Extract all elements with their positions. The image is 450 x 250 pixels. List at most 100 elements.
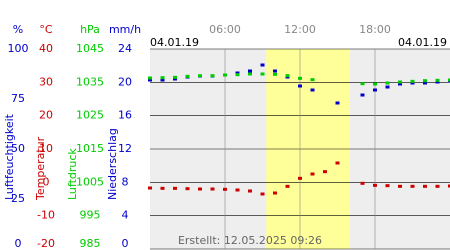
y-tick-label: 12 [118, 142, 132, 155]
data-point [198, 74, 202, 78]
data-point [185, 187, 190, 191]
data-point [423, 81, 427, 85]
data-point [148, 78, 152, 82]
data-point [373, 183, 377, 187]
y-tick-label: 40 [39, 42, 53, 55]
data-point [335, 161, 340, 165]
data-point [435, 80, 440, 84]
y-tick-label: 1035 [76, 75, 104, 88]
y-tick-label: 100 [8, 42, 29, 55]
axis-unit: °C [39, 23, 53, 36]
data-point [298, 176, 302, 180]
data-point [210, 74, 215, 78]
y-tick-label: 10 [39, 142, 53, 155]
data-point [310, 88, 315, 92]
data-point [310, 172, 315, 176]
data-point [248, 72, 252, 76]
axis-title: Temperatur [34, 136, 47, 201]
axis-unit: mm/h [109, 23, 141, 36]
y-tick-label: -10 [37, 209, 55, 222]
y-tick-label: 20 [118, 75, 132, 88]
y-tick-label: -20 [37, 237, 55, 250]
data-point [373, 88, 377, 92]
data-point [298, 84, 302, 88]
data-point [223, 73, 227, 77]
data-point [410, 79, 415, 83]
x-tick-label: 12:00 [284, 23, 316, 36]
data-point [448, 184, 450, 188]
axis-title: Niederschlag [106, 128, 119, 200]
y-tick-label: 0 [122, 237, 129, 250]
axis-title: Luftfeuchtigkeit [3, 113, 16, 200]
date-left: 04.01.19 [150, 36, 199, 49]
data-point [148, 186, 152, 190]
y-tick-label: 1015 [76, 142, 104, 155]
data-point [235, 73, 240, 77]
data-point [223, 187, 227, 191]
data-point [360, 82, 365, 86]
data-point [398, 82, 402, 86]
data-point [298, 76, 302, 80]
data-point [398, 80, 402, 84]
data-point [410, 184, 415, 188]
data-point [423, 184, 427, 188]
data-point [435, 184, 440, 188]
y-tick-label: 1025 [76, 109, 104, 122]
data-point [385, 85, 390, 89]
data-point [173, 186, 177, 190]
data-point [260, 72, 265, 76]
y-tick-label: 50 [11, 142, 25, 155]
data-point [160, 76, 165, 80]
data-point [373, 82, 377, 86]
data-point [273, 72, 277, 76]
data-point [323, 170, 327, 174]
data-point [248, 189, 252, 193]
y-tick-label: 1045 [76, 42, 104, 55]
data-point [360, 93, 365, 97]
data-point [173, 77, 177, 81]
y-tick-label: 20 [39, 109, 53, 122]
y-tick-label: 24 [118, 42, 132, 55]
data-point [235, 71, 240, 75]
data-point [185, 74, 190, 78]
date-right: 04.01.19 [398, 36, 447, 49]
footer: Erstellt: 12.05.2025 09:26 [178, 234, 322, 247]
data-point [210, 187, 215, 191]
data-point [310, 78, 315, 82]
data-point [273, 191, 277, 195]
data-point [385, 184, 390, 188]
data-point [248, 69, 252, 73]
data-point [285, 184, 290, 188]
y-tick-label: 0 [43, 175, 50, 188]
data-point [273, 69, 277, 73]
data-point [285, 74, 290, 78]
x-tick-label: 06:00 [209, 23, 241, 36]
y-tick-label: 995 [80, 209, 101, 222]
data-point [148, 76, 152, 80]
data-point [423, 79, 427, 83]
axis-unit: % [13, 23, 23, 36]
y-tick-label: 75 [11, 92, 25, 105]
axis-unit: hPa [80, 23, 100, 36]
data-point [360, 181, 365, 185]
y-tick-label: 16 [118, 109, 132, 122]
y-tick-label: 8 [122, 175, 129, 188]
y-tick-label: 25 [11, 192, 25, 205]
data-point [435, 78, 440, 82]
y-tick-label: 985 [80, 237, 101, 250]
data-point [235, 188, 240, 192]
x-tick-label: 18:00 [359, 23, 391, 36]
data-point [260, 192, 265, 196]
y-tick-label: 30 [39, 75, 53, 88]
data-point [173, 75, 177, 79]
data-point [398, 184, 402, 188]
data-point [160, 186, 165, 190]
data-point [385, 81, 390, 85]
data-point [335, 101, 340, 105]
data-point [410, 81, 415, 85]
data-point [448, 78, 450, 82]
data-point [160, 78, 165, 82]
y-tick-label: 4 [122, 209, 129, 222]
data-point [198, 187, 202, 191]
